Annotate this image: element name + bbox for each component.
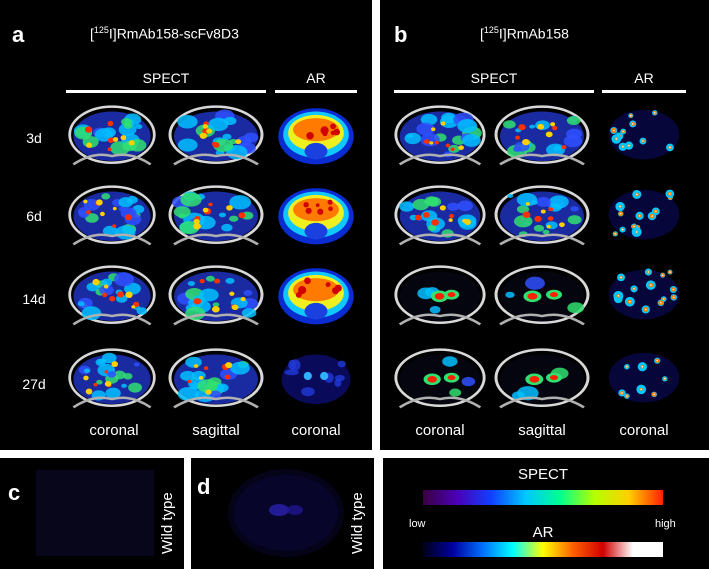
- panel-b-spect-coronal-6d: [392, 180, 488, 246]
- row-label-27d: 27d: [22, 376, 46, 392]
- panel-b-spect-header: SPECT: [470, 70, 518, 86]
- panel-b-ar-header: AR: [634, 70, 654, 86]
- panel-c-side-label: Wild type: [159, 492, 176, 554]
- panel-a-spect-rule: [66, 90, 266, 93]
- panel-c-label: c: [8, 480, 21, 505]
- panel-d-label: d: [197, 474, 211, 499]
- panel-b-spect-sagittal-6d: [492, 180, 592, 246]
- panel-b-col-coronal: coronal: [415, 422, 465, 439]
- panel-a-ar-coronal-14d: [275, 260, 357, 326]
- panel-b-ar-coronal-27d: [602, 343, 686, 409]
- legend-low-label: low: [409, 518, 426, 530]
- row-label-3d: 3d: [26, 130, 42, 146]
- panel-b-spect-coronal-14d: [392, 260, 488, 326]
- panel-a-ar-rule: [275, 90, 357, 93]
- legend-high-label: high: [655, 518, 676, 530]
- panel-a-spect-coronal-14d: [66, 260, 158, 326]
- panel-a-ar-coronal-3d: [275, 100, 357, 166]
- panel-b-title: [125I]RmAb158: [480, 25, 569, 42]
- panel-a-ar-coronal-6d: [275, 180, 357, 246]
- legend-ar-label: AR: [532, 524, 554, 541]
- panel-b-ar-coronal-14d: [602, 260, 686, 326]
- wild-type-scan-d: [227, 468, 345, 558]
- legend-spect-label: SPECT: [517, 466, 568, 483]
- wild-type-scan-c: [36, 470, 154, 556]
- panel-a-spect-sagittal-27d: [166, 343, 266, 409]
- panel-a-label: a: [12, 22, 25, 47]
- panel-b-spect-sagittal-3d: [492, 100, 592, 166]
- panel-b-spect-sagittal-27d: [492, 343, 592, 409]
- panel-a-spect-header: SPECT: [142, 70, 190, 86]
- panel-b-spect-sagittal-14d: [492, 260, 592, 326]
- panel-b-spect-coronal-27d: [392, 343, 488, 409]
- panel-a-title: [125I]RmAb158-scFv8D3: [90, 25, 239, 42]
- ar-color-bar: [423, 542, 663, 557]
- panel-a-col-ar-coronal: coronal: [291, 422, 341, 439]
- panel-d-side-label: Wild type: [349, 492, 366, 554]
- panel-a-spect-coronal-27d: [66, 343, 158, 409]
- panel-a-spect-coronal-6d: [66, 180, 158, 246]
- panel-a-spect-coronal-3d: [66, 100, 158, 166]
- panel-a-col-sagittal: sagittal: [192, 422, 240, 439]
- wild-type-ar-section: [228, 469, 344, 557]
- panel-c: c Wild type: [0, 458, 184, 569]
- panel-a-ar-coronal-27d: [275, 343, 357, 409]
- row-label-6d: 6d: [26, 208, 42, 224]
- panel-a-col-coronal: coronal: [89, 422, 139, 439]
- panel-a-spect-sagittal-3d: [166, 100, 266, 166]
- panel-a-spect-sagittal-14d: [166, 260, 266, 326]
- color-scale-legend: SPECT low high AR: [383, 458, 709, 569]
- panel-a-spect-sagittal-6d: [166, 180, 266, 246]
- panel-b-ar-rule: [602, 90, 686, 93]
- panel-b-label: b: [394, 22, 408, 47]
- panel-b-spect-rule: [394, 90, 594, 93]
- panel-b-spect-coronal-3d: [392, 100, 488, 166]
- panel-b-col-ar-coronal: coronal: [619, 422, 669, 439]
- row-label-14d: 14d: [22, 291, 46, 307]
- panel-a-ar-header: AR: [306, 70, 326, 86]
- panel-b-ar-coronal-6d: [602, 180, 686, 246]
- panel-d: d Wild type: [191, 458, 374, 569]
- panel-b-col-sagittal: sagittal: [518, 422, 566, 439]
- spect-color-bar: [423, 490, 663, 505]
- panel-b-ar-coronal-3d: [602, 100, 686, 166]
